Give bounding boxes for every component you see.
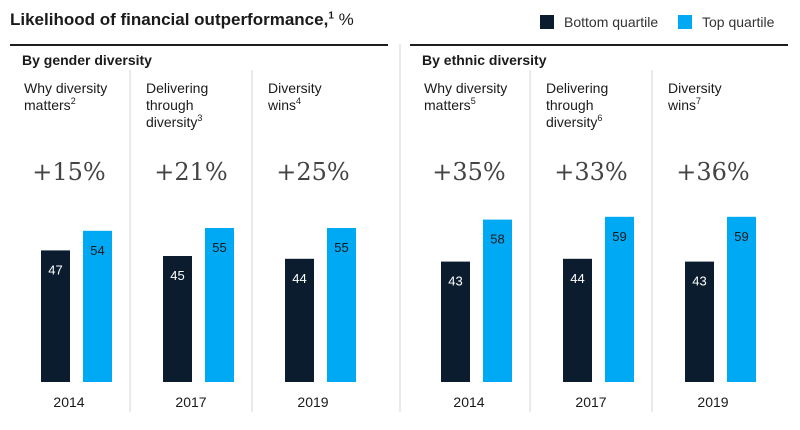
chart-title-text: Likelihood of financial outperformance, bbox=[10, 10, 329, 29]
group-rule-gender bbox=[10, 44, 388, 46]
bar-bottom-0-1 bbox=[163, 256, 192, 382]
value-label-top-1-0: 58 bbox=[490, 232, 504, 247]
bar-top-1-2 bbox=[727, 216, 756, 382]
value-label-bottom-0-2: 44 bbox=[292, 271, 306, 286]
bar-top-1-1 bbox=[605, 216, 634, 382]
value-label-top-0-0: 54 bbox=[90, 243, 104, 258]
bar-top-0-2 bbox=[327, 228, 356, 382]
bar-bottom-0-0 bbox=[41, 250, 70, 382]
bar-top-0-0 bbox=[83, 230, 112, 382]
bar-bottom-1-2 bbox=[685, 261, 714, 382]
legend-label-top: Top quartile bbox=[702, 14, 775, 30]
legend-swatch-bottom bbox=[540, 15, 554, 29]
chart-title: Likelihood of financial outperformance,1… bbox=[10, 10, 354, 30]
study-label-0-1: Delivering through diversity3 bbox=[146, 80, 208, 130]
study-label-0-0: Why diversity matters2 bbox=[24, 80, 107, 113]
chart-title-footnote: 1 bbox=[328, 10, 334, 22]
year-label-1-1: 2017 bbox=[575, 394, 606, 410]
value-label-bottom-1-1: 44 bbox=[570, 271, 584, 286]
pct-label-0-2: +25% bbox=[276, 158, 349, 186]
year-label-0-1: 2017 bbox=[175, 394, 206, 410]
bar-bottom-1-0 bbox=[441, 261, 470, 382]
bar-bottom-1-1 bbox=[563, 258, 592, 382]
value-label-bottom-0-1: 45 bbox=[170, 268, 184, 283]
pct-label-1-1: +33% bbox=[554, 158, 627, 186]
study-label-1-2: Diversity wins7 bbox=[667, 80, 722, 113]
study-label-0-2: Diversity wins4 bbox=[267, 80, 322, 113]
value-label-bottom-1-2: 43 bbox=[692, 274, 706, 289]
legend-item-top: Top quartile bbox=[678, 14, 774, 30]
pct-label-1-2: +36% bbox=[676, 158, 749, 186]
value-label-bottom-1-0: 43 bbox=[448, 274, 462, 289]
study-label-1-0: Why diversity matters5 bbox=[424, 80, 507, 113]
group-heading-gender: By gender diversity bbox=[22, 52, 152, 68]
study-label-1-1: Delivering through diversity6 bbox=[546, 80, 608, 130]
value-label-top-0-1: 55 bbox=[212, 240, 226, 255]
group-heading-ethnic: By ethnic diversity bbox=[422, 52, 547, 68]
group-rule-ethnic bbox=[410, 44, 788, 46]
year-label-0-2: 2019 bbox=[297, 394, 328, 410]
bar-top-1-0 bbox=[483, 219, 512, 382]
legend-item-bottom: Bottom quartile bbox=[540, 14, 658, 30]
value-label-top-0-2: 55 bbox=[334, 240, 348, 255]
value-label-bottom-0-0: 47 bbox=[48, 262, 62, 277]
year-label-1-0: 2014 bbox=[453, 394, 484, 410]
value-label-top-1-2: 59 bbox=[734, 229, 748, 244]
chart-title-unit: % bbox=[333, 10, 354, 29]
bar-bottom-0-2 bbox=[285, 258, 314, 382]
bar-top-0-1 bbox=[205, 228, 234, 382]
value-label-top-1-1: 59 bbox=[612, 229, 626, 244]
year-label-1-2: 2019 bbox=[697, 394, 728, 410]
legend-swatch-top bbox=[678, 15, 692, 29]
pct-label-0-1: +21% bbox=[154, 158, 227, 186]
pct-label-0-0: +15% bbox=[32, 158, 105, 186]
legend-label-bottom: Bottom quartile bbox=[564, 14, 659, 30]
year-label-0-0: 2014 bbox=[53, 394, 84, 410]
pct-label-1-0: +35% bbox=[432, 158, 505, 186]
